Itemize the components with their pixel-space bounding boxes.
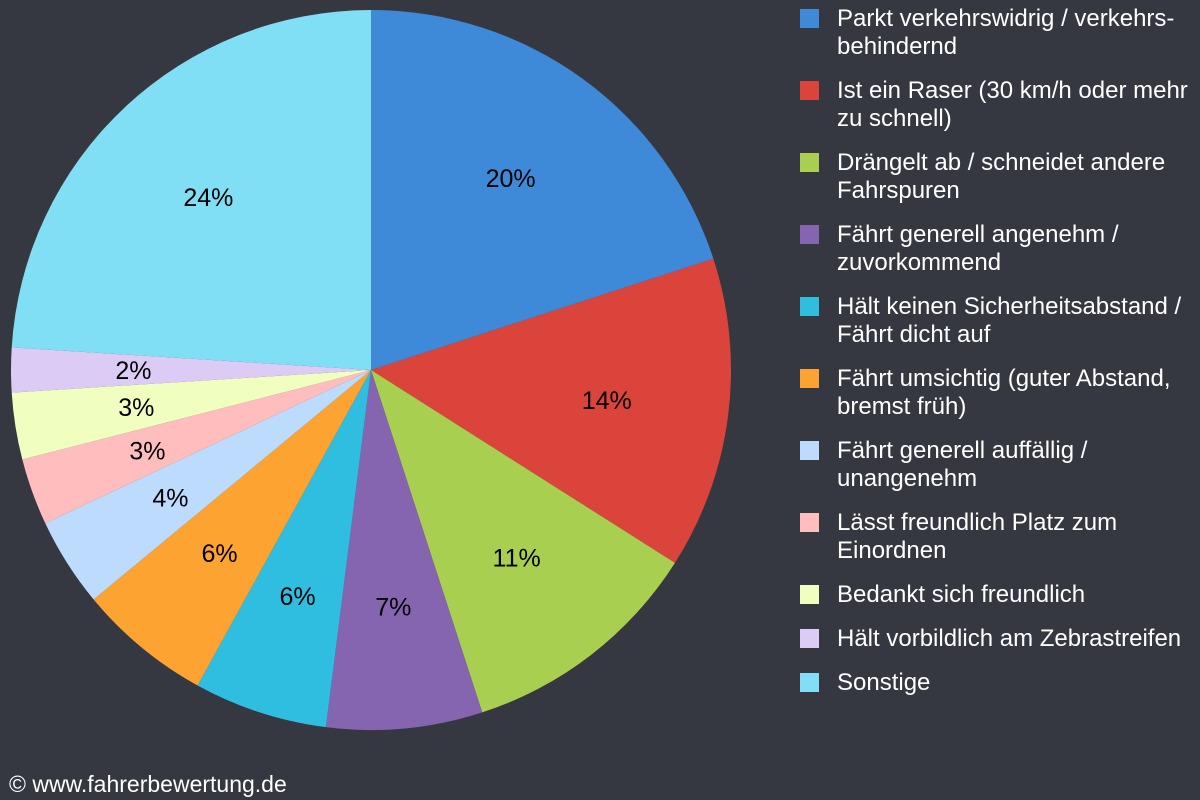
legend-item: Drängelt ab / schneidet andere Fahrspure… (800, 149, 1195, 205)
pie-slice (22, 370, 372, 524)
legend-swatch (800, 585, 819, 604)
legend-item: Fährt umsichtig (guter Abstand, bremst f… (800, 365, 1195, 421)
pie-slice (371, 10, 714, 370)
slice-data-label: 2% (115, 357, 151, 385)
pie-slice (197, 370, 371, 728)
legend-item: Lässt freundlich Platz zum Einordnen (800, 509, 1195, 565)
legend: Parkt verkehrswidrig / verkehrs-behinder… (800, 5, 1195, 713)
legend-label: Fährt generell auffällig / unangenehm (837, 437, 1088, 492)
legend-label: Hält keinen Sicherheitsabstand / Fährt d… (837, 293, 1182, 348)
slice-data-label: 7% (375, 594, 411, 622)
legend-swatch (800, 297, 819, 316)
legend-label: Ist ein Raser (30 km/h oder mehr zu schn… (837, 77, 1188, 132)
pie-slice (371, 370, 675, 713)
legend-swatch (800, 153, 819, 172)
slice-data-label: 3% (118, 394, 154, 422)
slice-data-label: 6% (280, 583, 316, 611)
slice-data-label: 14% (582, 387, 632, 415)
legend-item: Fährt generell auffällig / unangenehm (800, 437, 1195, 493)
legend-label: Bedankt sich freundlich (837, 581, 1086, 608)
legend-item: Hält keinen Sicherheitsabstand / Fährt d… (800, 293, 1195, 349)
legend-swatch (800, 9, 819, 28)
slice-data-label: 20% (486, 165, 536, 193)
legend-label: Lässt freundlich Platz zum Einordnen (837, 509, 1118, 564)
pie-slice (11, 370, 371, 460)
legend-label: Drängelt ab / schneidet andere Fahrspure… (837, 149, 1166, 204)
slice-data-label: 11% (493, 545, 541, 573)
legend-item: Sonstige (800, 669, 1195, 697)
legend-swatch (800, 369, 819, 388)
legend-label: Hält vorbildlich am Zebrastreifen (837, 625, 1182, 652)
legend-item: Ist ein Raser (30 km/h oder mehr zu schn… (800, 77, 1195, 133)
legend-swatch (800, 225, 819, 244)
pie-slice (371, 258, 732, 563)
legend-label: Fährt umsichtig (guter Abstand, bremst f… (837, 365, 1171, 420)
pie-slice (325, 370, 483, 730)
legend-swatch (800, 629, 819, 648)
slice-data-label: 24% (183, 184, 233, 212)
pie-slice (11, 10, 371, 370)
pie-slice (93, 370, 371, 686)
legend-swatch (800, 81, 819, 100)
legend-item: Hält vorbildlich am Zebrastreifen (800, 625, 1195, 653)
legend-item: Fährt generell angenehm / zuvorkommend (800, 221, 1195, 277)
slice-data-label: 4% (152, 484, 188, 512)
legend-swatch (800, 513, 819, 532)
copyright-footer: © www.fahrerbewertung.de (9, 771, 287, 797)
pie-slice (11, 347, 372, 393)
slice-data-label: 6% (201, 540, 237, 568)
slice-data-label: 3% (129, 437, 165, 465)
legend-label: Sonstige (837, 669, 931, 696)
legend-item: Bedankt sich freundlich (800, 581, 1195, 609)
pie-slice (45, 370, 371, 600)
legend-item: Parkt verkehrswidrig / verkehrs-behinder… (800, 5, 1195, 61)
legend-label: Fährt generell angenehm / zuvorkommend (837, 221, 1119, 276)
legend-label: Parkt verkehrswidrig / verkehrs-behinder… (837, 5, 1175, 60)
legend-swatch (800, 441, 819, 460)
pie-chart: 20% 14% 11% 7% 6% 6% 4% 3% 3% 2% 24% (11, 10, 732, 730)
legend-swatch (800, 673, 819, 692)
